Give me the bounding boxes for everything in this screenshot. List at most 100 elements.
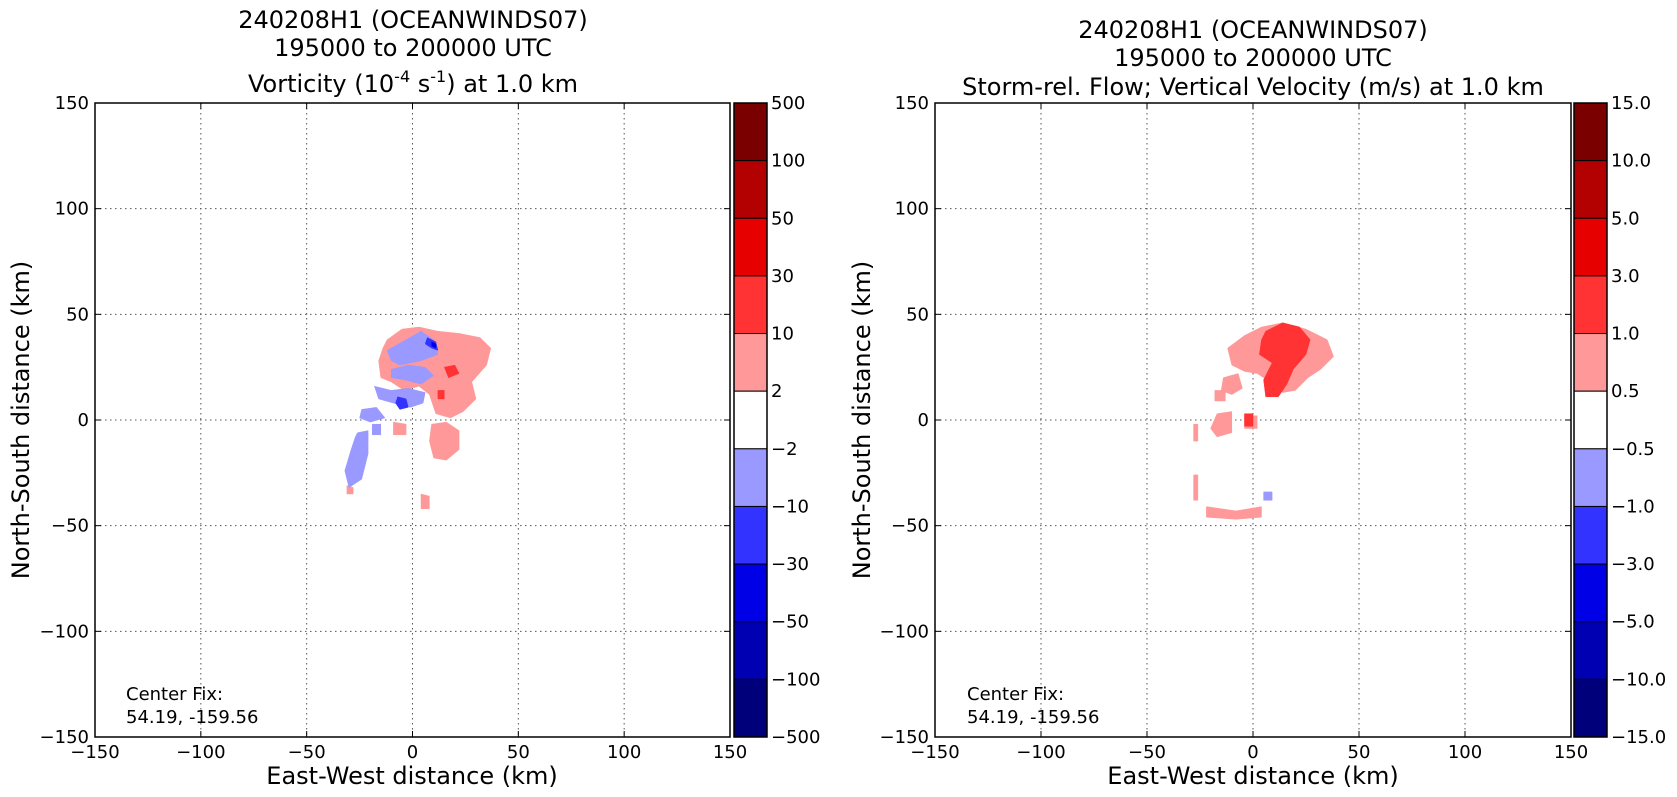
velocity-x-tick-label: 150 (1554, 742, 1588, 763)
vorticity-region (420, 493, 430, 510)
vorticity-center-fix-label: Center Fix: (126, 684, 223, 705)
velocity-colorbar-swatch (1573, 390, 1608, 450)
vorticity-colorbar-swatch (733, 160, 768, 219)
velocity-x-tick-label: −150 (910, 742, 959, 763)
velocity-colorbar-label: −5.0 (1611, 612, 1655, 633)
velocity-region (1220, 373, 1243, 395)
vorticity-region (386, 330, 439, 366)
vorticity-colorbar-frame (733, 102, 768, 738)
velocity-colorbar-swatch (1573, 621, 1608, 680)
velocity-region (1259, 322, 1311, 398)
velocity-colorbar-label: −15.0 (1611, 727, 1666, 748)
velocity-regions (1193, 322, 1334, 520)
velocity-region (1210, 411, 1233, 438)
velocity-title-line-3: Storm-rel. Flow; Vertical Velocity (m/s)… (962, 73, 1544, 101)
velocity-colorbar-label: 10.0 (1611, 151, 1651, 172)
velocity-x-tick-label: 0 (1247, 742, 1258, 763)
velocity-colorbar-label: −3.0 (1611, 554, 1655, 575)
velocity-x-tick-label: 50 (1348, 742, 1371, 763)
velocity-x-tick-label: 100 (1448, 742, 1482, 763)
vorticity-region (437, 390, 445, 400)
vorticity-x-tick-label: −50 (288, 742, 326, 763)
vorticity-colorbar-swatch (733, 390, 768, 450)
vorticity-colorbar-label: −30 (771, 554, 809, 575)
velocity-colorbar-label: 15.0 (1611, 93, 1651, 114)
velocity-colorbar-label: 3.0 (1611, 266, 1640, 287)
velocity-colorbar-swatch (1573, 333, 1608, 392)
vorticity-colorbar-label: −100 (771, 669, 820, 690)
vorticity-colorbar-swatch (733, 505, 768, 565)
velocity-x-tick-label: −50 (1128, 742, 1166, 763)
velocity-colorbar-swatch (1573, 160, 1608, 219)
vorticity-x-tick-label: −100 (176, 742, 225, 763)
vorticity-y-tick-label: −100 (40, 621, 89, 642)
velocity-y-tick-label: −150 (880, 727, 929, 748)
vorticity-region (344, 430, 369, 489)
vorticity-y-tick-label: −50 (51, 516, 89, 537)
vorticity-colorbar-swatch (733, 275, 768, 335)
vorticity-x-tick-label: −150 (70, 742, 119, 763)
vorticity-title-line-3: Vorticity (10-4 s-1) at 1.0 km (248, 67, 578, 98)
vorticity-colorbar-label: 10 (771, 324, 794, 345)
velocity-grid (935, 103, 1571, 737)
vorticity-x-tick-label: 100 (607, 742, 641, 763)
velocity-region (1206, 506, 1262, 520)
velocity-colorbar-label: −0.5 (1611, 439, 1655, 460)
vertical-velocity-panel: 240208H1 (OCEANWINDS07) 195000 to 200000… (848, 16, 1666, 790)
velocity-region (1214, 390, 1226, 402)
velocity-colorbar-label: 0.5 (1611, 381, 1640, 402)
vorticity-colorbar-label: 30 (771, 266, 794, 287)
velocity-center-fix-label: Center Fix: (967, 684, 1064, 705)
vorticity-title-line-1: 240208H1 (OCEANWINDS07) (238, 6, 588, 34)
velocity-colorbar-swatch (1573, 563, 1608, 623)
velocity-y-tick-label: 150 (895, 93, 929, 114)
velocity-x-axis-label: East-West distance (km) (1107, 762, 1398, 790)
vorticity-regions (344, 326, 492, 510)
vorticity-colorbar-swatch (733, 563, 768, 623)
vorticity-colorbar-label: 2 (771, 381, 782, 402)
velocity-center-fix-value: 54.19, -159.56 (967, 707, 1099, 728)
vorticity-region (359, 407, 386, 423)
vorticity-y-tick-label: −150 (40, 727, 89, 748)
vorticity-y-ticks: 150 100 50 0 −50 −100 −150 (40, 93, 730, 748)
velocity-y-axis-label: North-South distance (km) (848, 261, 876, 580)
vorticity-region (443, 364, 460, 379)
velocity-colorbar-label: 5.0 (1611, 208, 1640, 229)
velocity-title-line-1: 240208H1 (OCEANWINDS07) (1078, 16, 1428, 44)
velocity-x-ticks: −150 −100 −50 0 50 100 150 (910, 103, 1588, 763)
vorticity-colorbar-swatch (733, 333, 768, 392)
vorticity-colorbar-label: −50 (771, 612, 809, 633)
vorticity-colorbar-swatch (733, 102, 768, 162)
vorticity-x-ticks: −150 −100 −50 0 50 100 150 (70, 103, 747, 763)
velocity-colorbar-frame (1573, 102, 1608, 738)
velocity-colorbar: 15.0 10.0 5.0 3.0 1.0 0.5 −0.5 −1.0 −3.0 −5.0 −10.… (1573, 93, 1666, 748)
vorticity-region (393, 421, 407, 436)
vorticity-title-line-2: 195000 to 200000 UTC (274, 34, 552, 62)
vorticity-x-tick-label: 150 (713, 742, 747, 763)
vorticity-x-tick-label: 0 (407, 742, 418, 763)
vorticity-colorbar-label: −500 (771, 727, 820, 748)
vorticity-colorbar-label: 500 (771, 93, 805, 114)
vorticity-colorbar-label: 100 (771, 151, 805, 172)
velocity-colorbar-swatch (1573, 448, 1608, 507)
velocity-region (1193, 474, 1199, 501)
velocity-y-tick-label: −50 (891, 516, 929, 537)
velocity-title-line-2: 195000 to 200000 UTC (1114, 44, 1392, 72)
vorticity-region (429, 421, 460, 461)
velocity-x-tick-label: −100 (1016, 742, 1065, 763)
vorticity-colorbar: 500 100 50 30 10 2 −2 −10 −30 −50 −100 −500 (733, 93, 820, 748)
velocity-colorbar-label: −1.0 (1611, 496, 1655, 517)
velocity-colorbar-swatch (1573, 678, 1608, 738)
vorticity-region (391, 364, 435, 385)
vorticity-region (431, 341, 437, 349)
vorticity-region (395, 396, 409, 410)
velocity-colorbar-swatch (1573, 217, 1608, 277)
velocity-region (1263, 491, 1273, 501)
velocity-region (1193, 423, 1199, 442)
vorticity-colorbar-label: −2 (771, 439, 798, 460)
vorticity-colorbar-swatch (733, 621, 768, 680)
vorticity-colorbar-swatch (733, 217, 768, 277)
velocity-y-ticks: 150 100 50 0 −50 −100 −150 (880, 93, 1571, 748)
velocity-colorbar-swatch (1573, 102, 1608, 162)
